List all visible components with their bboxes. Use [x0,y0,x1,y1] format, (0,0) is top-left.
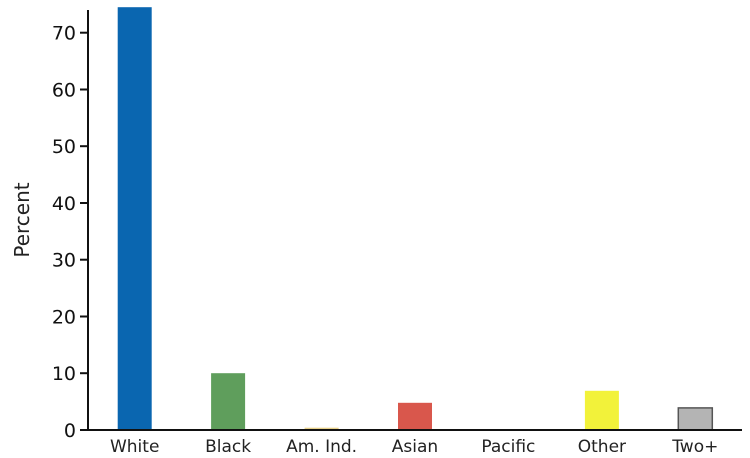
y-tick-label-0: 0 [64,420,76,442]
x-tick-label-pacific: Pacific [481,437,535,454]
ticks-layer: White Black Am. Ind. Asian Pacific Other Two+ 0… [52,23,719,457]
y-tick-label-20: 20 [52,307,76,329]
x-tick-label-black: Black [205,437,251,454]
bar-am-ind [304,427,339,430]
y-axis-label: Percent [10,182,34,257]
y-tick-label-40: 40 [52,193,76,215]
bar-asian [398,402,432,430]
x-tick-label-asian: Asian [392,437,438,454]
y-tick-label-60: 60 [52,80,76,102]
x-tick-label-other: Other [578,437,626,454]
x-tick-label-two: Two+ [671,437,718,454]
bars-layer [117,7,714,431]
y-tick-label-50: 50 [52,136,76,158]
y-tick-label-30: 30 [52,250,76,272]
x-tick-label-am-ind: Am. Ind. [286,437,357,454]
x-tick-label-white: White [110,437,159,454]
bar-white [117,7,152,430]
bar-black [211,373,246,430]
bar-two [677,407,714,431]
y-tick-label-70: 70 [52,23,76,45]
y-tick-label-10: 10 [52,363,76,385]
bar-other [584,390,619,430]
axes-layer [87,10,742,431]
